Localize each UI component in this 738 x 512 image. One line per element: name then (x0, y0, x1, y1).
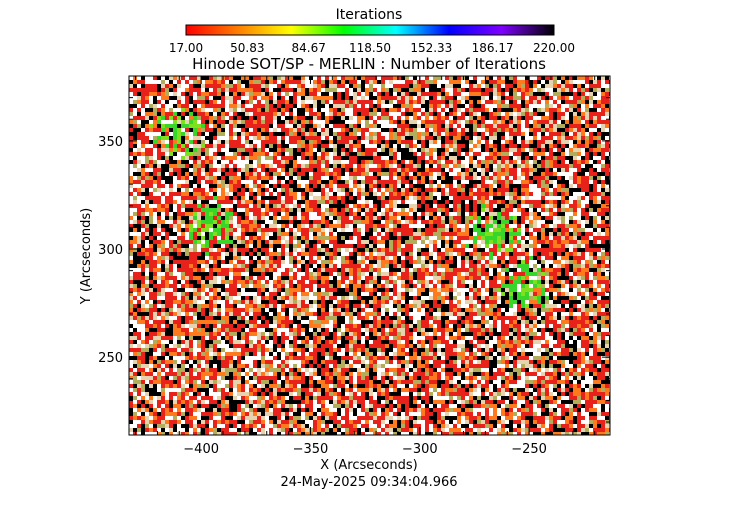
x-tick-label: −250 (511, 442, 547, 457)
heatmap-image (129, 76, 610, 435)
y-tick-label: 250 (98, 351, 123, 366)
axes: −400 −350 −300 −250 250 300 350 (98, 76, 610, 457)
x-tick-label: −400 (183, 442, 219, 457)
colorbar-tick-label: 152.33 (410, 41, 452, 55)
colorbar-ticks: 17.00 50.83 84.67 118.50 152.33 186.17 220.00 (169, 41, 575, 55)
colorbar-tick-label: 17.00 (169, 41, 203, 55)
timestamp: 24-May-2025 09:34:04.966 (280, 475, 457, 490)
colorbar-tick-label: 50.83 (230, 41, 264, 55)
x-tick-label: −300 (402, 442, 438, 457)
colorbar (185, 24, 555, 36)
x-tick-label: −350 (293, 442, 329, 457)
colorbar-tick-label: 186.17 (472, 41, 514, 55)
colorbar-tick-label: 220.00 (533, 41, 575, 55)
plot-frame (128, 75, 611, 436)
heatmap-pixels (129, 76, 610, 435)
y-axis-label: Y (Arcseconds) (79, 208, 94, 305)
colorbar-tick-label: 84.67 (291, 41, 325, 55)
x-axis-label: X (Arcseconds) (320, 458, 417, 473)
colorbar-tick-label: 118.50 (349, 41, 391, 55)
y-tick-label: 350 (98, 135, 123, 150)
colorbar-label: Iterations (336, 7, 403, 23)
y-tick-label: 300 (98, 243, 123, 258)
chart-title: Hinode SOT/SP - MERLIN : Number of Itera… (192, 55, 546, 73)
